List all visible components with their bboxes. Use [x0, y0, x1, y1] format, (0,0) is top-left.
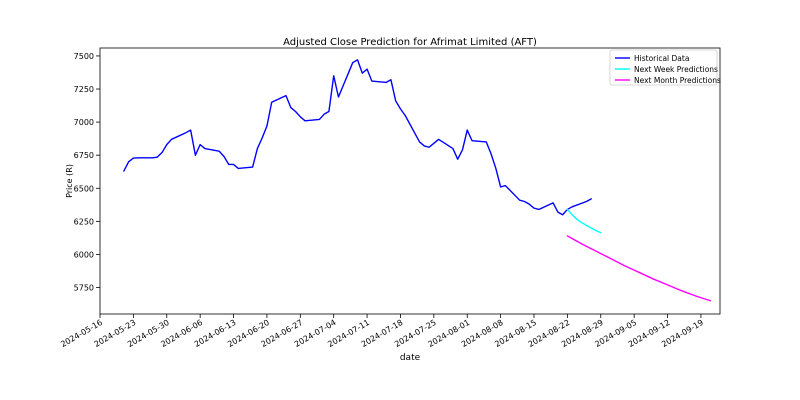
- x-axis-label: date: [400, 353, 421, 363]
- y-tick-label: 7500: [74, 52, 94, 61]
- y-tick-label: 6750: [74, 151, 94, 160]
- y-tick-label: 6000: [74, 250, 94, 259]
- y-tick-label: 7000: [74, 118, 94, 127]
- legend-label-next-week-predictions: Next Week Predictions: [634, 65, 718, 74]
- plot-area: [99, 47, 721, 315]
- legend-label-next-month-predictions: Next Month Predictions: [634, 76, 721, 85]
- series-line-historical-data: [123, 59, 592, 216]
- series-line-next-week-predictions: [566, 208, 602, 234]
- y-axis-label: Price (R): [65, 164, 74, 198]
- legend: Historical Data Next Week Predictions Next…: [609, 49, 721, 86]
- series-line-next-month-predictions: [566, 235, 712, 302]
- y-tick-label: 6500: [74, 184, 94, 193]
- legend-label-historical-data: Historical Data: [634, 54, 689, 63]
- series-layer: [123, 59, 712, 302]
- y-tick-label: 6250: [74, 217, 94, 226]
- legend-box: [609, 49, 718, 86]
- chart-title: Adjusted Close Prediction for Afrimat Li…: [283, 37, 537, 48]
- y-axis: 5750 6000 6250 6500 6750 7000 7250 7500: [74, 52, 100, 293]
- y-tick-label: 7250: [74, 85, 94, 94]
- plot-frame: [99, 47, 721, 315]
- y-tick-label: 5750: [74, 284, 94, 293]
